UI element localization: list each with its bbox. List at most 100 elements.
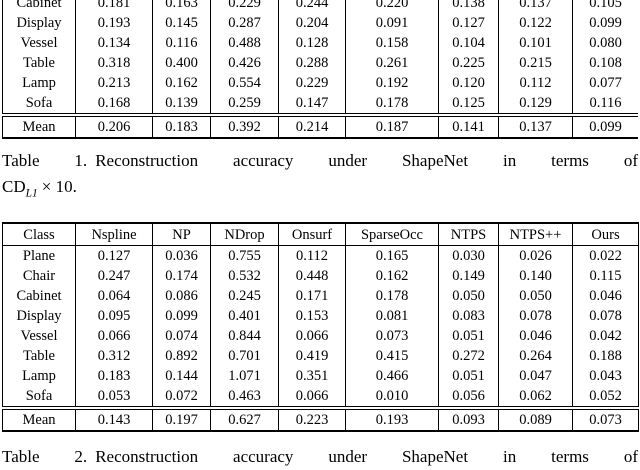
table2-caption-label: Table 2. bbox=[2, 447, 88, 467]
row-label: Display bbox=[2, 306, 76, 327]
value-cell: 0.627 bbox=[210, 406, 279, 433]
value-cell: 0.010 bbox=[345, 386, 439, 409]
value-cell: 0.144 bbox=[152, 366, 211, 387]
value-cell: 0.145 bbox=[152, 13, 211, 33]
table2-results: Class Nspline NP NDrop Onsurf SparseOcc NTPS NT… bbox=[2, 222, 639, 433]
table-row-plane: Plane 0.127 0.036 0.755 0.112 0.165 0.030 0.026… bbox=[2, 245, 639, 267]
mean-row: Mean 0.206 0.183 0.392 0.214 0.187 0.141 0.137 0… bbox=[2, 113, 638, 139]
value-cell: 0.056 bbox=[438, 386, 499, 409]
value-cell: 0.112 bbox=[498, 73, 573, 93]
value-cell: 0.077 bbox=[572, 73, 638, 93]
table-row-display: Display 0.095 0.099 0.401 0.153 0.081 0.083 0.0… bbox=[2, 306, 639, 327]
table-row-display: Display 0.193 0.145 0.287 0.204 0.091 0.127 0.1… bbox=[2, 13, 638, 33]
value-cell: 0.093 bbox=[438, 406, 499, 433]
value-cell: 0.400 bbox=[152, 53, 211, 73]
row-label: Vessel bbox=[2, 326, 76, 347]
row-label: Sofa bbox=[2, 386, 76, 409]
value-cell: 0.137 bbox=[498, 0, 573, 13]
value-cell: 0.143 bbox=[75, 406, 153, 433]
table1-caption-body: Reconstruction accuracy under ShapeNet i… bbox=[95, 151, 638, 170]
value-cell: 0.188 bbox=[572, 346, 639, 367]
value-cell: 0.220 bbox=[345, 0, 439, 13]
value-cell: 0.062 bbox=[498, 386, 573, 409]
value-cell: 0.043 bbox=[572, 366, 639, 387]
value-cell: 0.108 bbox=[572, 53, 638, 73]
column-header-ntps: NTPS bbox=[438, 222, 499, 247]
row-label: Table bbox=[2, 53, 76, 73]
value-cell: 0.089 bbox=[498, 406, 573, 433]
value-cell: 0.081 bbox=[345, 306, 439, 327]
value-cell: 0.448 bbox=[278, 266, 346, 287]
value-cell: 0.026 bbox=[498, 245, 573, 267]
column-header-nspline: Nspline bbox=[75, 222, 153, 247]
value-cell: 0.072 bbox=[152, 386, 211, 409]
table-row-table: Table 0.318 0.400 0.426 0.288 0.261 0.225 0.215… bbox=[2, 53, 638, 73]
value-cell: 0.140 bbox=[498, 266, 573, 287]
value-cell: 0.392 bbox=[210, 113, 279, 139]
table2-header-row: Class Nspline NP NDrop Onsurf SparseOcc NTPS NT… bbox=[2, 222, 639, 247]
value-cell: 0.073 bbox=[572, 406, 639, 433]
value-cell: 0.488 bbox=[210, 33, 279, 53]
value-cell: 0.214 bbox=[278, 113, 346, 139]
metric-multiplier: × 10. bbox=[41, 177, 77, 196]
value-cell: 0.099 bbox=[152, 306, 211, 327]
value-cell: 0.178 bbox=[345, 286, 439, 307]
value-cell: 0.066 bbox=[278, 326, 346, 347]
value-cell: 0.419 bbox=[278, 346, 346, 367]
table2-caption-body: Reconstruction accuracy under ShapeNet i… bbox=[95, 447, 638, 467]
value-cell: 0.215 bbox=[498, 53, 573, 73]
value-cell: 0.053 bbox=[75, 386, 153, 409]
row-label: Mean bbox=[2, 113, 76, 139]
row-label: Display bbox=[2, 13, 76, 33]
value-cell: 0.287 bbox=[210, 13, 279, 33]
value-cell: 0.701 bbox=[210, 346, 279, 367]
value-cell: 0.204 bbox=[278, 13, 346, 33]
value-cell: 0.259 bbox=[210, 93, 279, 115]
value-cell: 0.078 bbox=[572, 306, 639, 327]
value-cell: 0.147 bbox=[278, 93, 346, 115]
row-label: Lamp bbox=[2, 73, 76, 93]
value-cell: 0.187 bbox=[345, 113, 439, 139]
row-label: Table bbox=[2, 346, 76, 367]
value-cell: 0.223 bbox=[278, 406, 346, 433]
value-cell: 0.192 bbox=[345, 73, 439, 93]
value-cell: 0.083 bbox=[438, 306, 499, 327]
table-row-cabinet: Cabinet 0.064 0.086 0.245 0.171 0.178 0.050 0.0… bbox=[2, 286, 639, 307]
value-cell: 0.139 bbox=[152, 93, 211, 115]
value-cell: 0.213 bbox=[75, 73, 153, 93]
value-cell: 0.174 bbox=[152, 266, 211, 287]
value-cell: 0.206 bbox=[75, 113, 153, 139]
value-cell: 0.101 bbox=[498, 33, 573, 53]
value-cell: 0.073 bbox=[345, 326, 439, 347]
row-label: Mean bbox=[2, 406, 76, 433]
value-cell: 0.127 bbox=[438, 13, 499, 33]
value-cell: 0.105 bbox=[572, 0, 638, 13]
column-header-np: NP bbox=[152, 222, 211, 247]
row-label: Cabinet bbox=[2, 0, 76, 13]
value-cell: 0.272 bbox=[438, 346, 499, 367]
row-label: Plane bbox=[2, 245, 76, 267]
value-cell: 0.104 bbox=[438, 33, 499, 53]
mean-row: Mean 0.143 0.197 0.627 0.223 0.193 0.093 0.089 0… bbox=[2, 406, 639, 433]
value-cell: 0.229 bbox=[210, 0, 279, 13]
value-cell: 0.183 bbox=[152, 113, 211, 139]
table-row-cabinet: Cabinet 0.181 0.163 0.229 0.244 0.220 0.138 0.1… bbox=[2, 0, 638, 13]
value-cell: 0.225 bbox=[438, 53, 499, 73]
value-cell: 0.036 bbox=[152, 245, 211, 267]
value-cell: 0.138 bbox=[438, 0, 499, 13]
value-cell: 0.129 bbox=[498, 93, 573, 115]
value-cell: 0.116 bbox=[572, 93, 638, 115]
value-cell: 0.178 bbox=[345, 93, 439, 115]
value-cell: 0.312 bbox=[75, 346, 153, 367]
value-cell: 0.030 bbox=[438, 245, 499, 267]
value-cell: 0.051 bbox=[438, 326, 499, 347]
value-cell: 0.099 bbox=[572, 13, 638, 33]
value-cell: 0.125 bbox=[438, 93, 499, 115]
value-cell: 1.071 bbox=[210, 366, 279, 387]
value-cell: 0.532 bbox=[210, 266, 279, 287]
column-header-ntpspp: NTPS++ bbox=[498, 222, 573, 247]
table-row-chair: Chair 0.247 0.174 0.532 0.448 0.162 0.149 0.140… bbox=[2, 266, 639, 287]
row-label: Cabinet bbox=[2, 286, 76, 307]
value-cell: 0.163 bbox=[152, 0, 211, 13]
value-cell: 0.078 bbox=[498, 306, 573, 327]
